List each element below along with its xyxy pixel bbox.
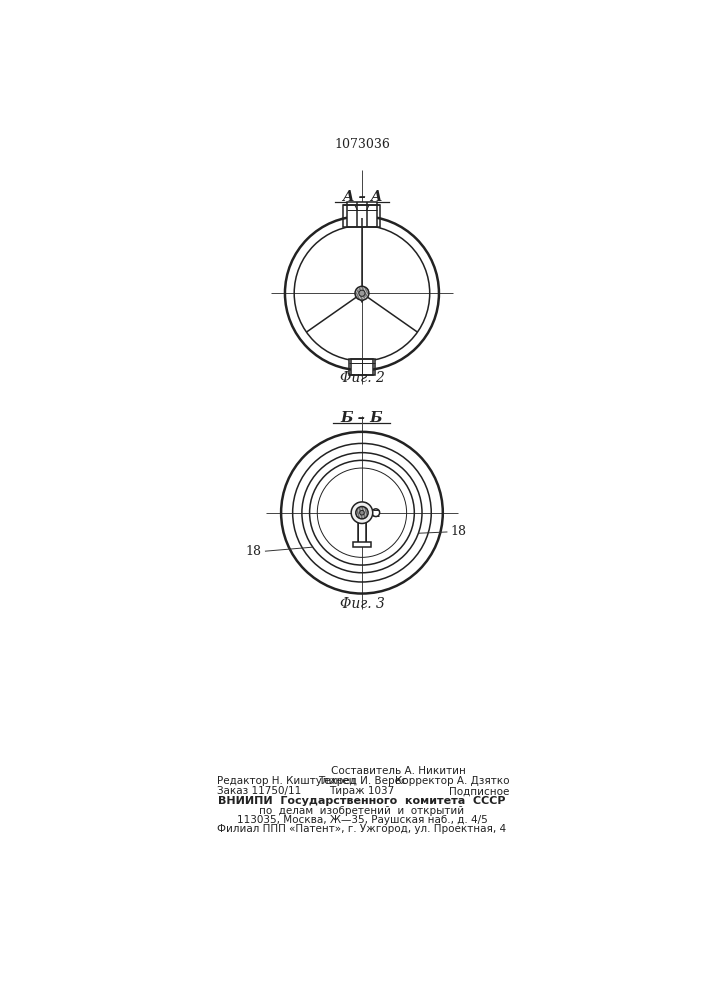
Text: A – A: A – A	[341, 190, 382, 204]
Bar	[344, 221, 380, 227]
Text: Φиг. 2: Φиг. 2	[339, 371, 385, 385]
Bar	[351, 359, 373, 375]
Text: Редактор Н. Киштулинец: Редактор Н. Киштулинец	[217, 776, 356, 786]
Circle shape	[360, 510, 364, 515]
Text: Тираж 1037: Тираж 1037	[329, 786, 395, 796]
Bar	[358, 502, 366, 542]
Circle shape	[355, 286, 369, 300]
Text: Филиал ППП «Патент», г. Ужгород, ул. Проектная, 4: Филиал ППП «Патент», г. Ужгород, ул. Про…	[217, 824, 506, 834]
Bar	[344, 205, 380, 227]
Text: Техред И. Верес: Техред И. Верес	[317, 776, 407, 786]
Circle shape	[356, 507, 368, 519]
Text: Φиг. 3: Φиг. 3	[339, 597, 385, 611]
Bar	[353, 542, 371, 547]
Text: Б – Б: Б – Б	[341, 411, 383, 425]
Circle shape	[351, 502, 373, 523]
Text: ВНИИПИ  Государственного  комитета  СССР: ВНИИПИ Государственного комитета СССР	[218, 796, 506, 806]
Text: Заказ 11750/11: Заказ 11750/11	[217, 786, 301, 796]
Text: 113035, Москва, Ж—35, Раушская наб., д. 4/5: 113035, Москва, Ж—35, Раушская наб., д. …	[237, 815, 487, 825]
Text: по  делам  изобретений  и  открытий: по делам изобретений и открытий	[259, 806, 464, 816]
Text: 1073036: 1073036	[334, 138, 390, 151]
Text: Составитель А. Никитин: Составитель А. Никитин	[331, 766, 466, 776]
Bar	[349, 359, 375, 375]
Circle shape	[372, 509, 380, 517]
Text: Подписное: Подписное	[450, 786, 510, 796]
Circle shape	[359, 290, 365, 296]
Bar	[346, 202, 378, 227]
Text: 18: 18	[246, 545, 262, 558]
Text: Корректор А. Дзятко: Корректор А. Дзятко	[395, 776, 510, 786]
Bar	[349, 358, 375, 366]
Text: 18: 18	[450, 525, 467, 538]
